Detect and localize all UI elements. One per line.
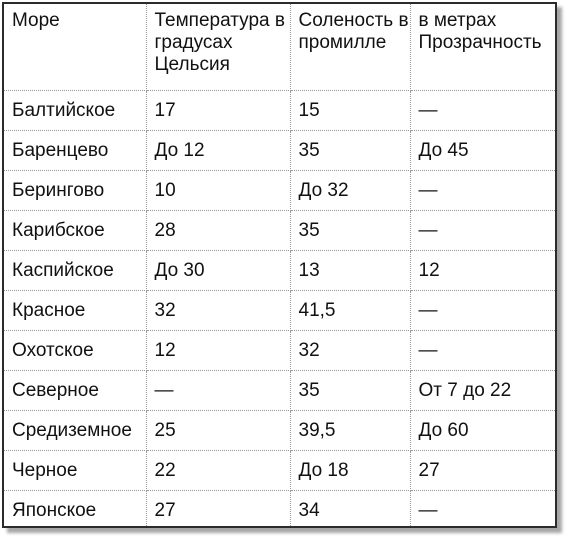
cell-temperature: — xyxy=(145,370,291,411)
header-salinity: Соленость в промилле xyxy=(289,4,411,91)
table-row: Берингово 10 До 32 — xyxy=(4,170,555,211)
table-row: Карибское 28 35 — xyxy=(4,210,555,251)
cell-temperature: 10 xyxy=(145,170,291,211)
cell-salinity: 34 xyxy=(289,490,411,526)
cell-sea: Черное xyxy=(4,450,147,491)
cell-transparency: — xyxy=(409,330,555,371)
cell-transparency: — xyxy=(409,210,555,251)
cell-temperature: 22 xyxy=(145,450,291,491)
cell-sea: Балтийское xyxy=(4,90,147,131)
cell-salinity: 35 xyxy=(289,370,411,411)
cell-transparency: — xyxy=(409,90,555,131)
cell-salinity: 32 xyxy=(289,330,411,371)
header-transparency: в метрах Прозрачность xyxy=(409,4,555,91)
cell-sea: Охотское xyxy=(4,330,147,371)
table-row: Средиземное 25 39,5 До 60 xyxy=(4,410,555,451)
cell-salinity: 35 xyxy=(289,210,411,251)
cell-sea: Японское xyxy=(4,490,147,526)
cell-temperature: 32 xyxy=(145,290,291,331)
cell-salinity: До 32 xyxy=(289,170,411,211)
table-row: Каспийское До 30 13 12 xyxy=(4,250,555,291)
cell-transparency: От 7 до 22 xyxy=(409,370,555,411)
cell-sea: Карибское xyxy=(4,210,147,251)
cell-sea: Средиземное xyxy=(4,410,147,451)
table-row: Северное — 35 От 7 до 22 xyxy=(4,370,555,411)
header-row: Море Температура в градусах Цельсия Соле… xyxy=(4,4,555,91)
header-sea: Море xyxy=(4,4,147,91)
cell-temperature: До 30 xyxy=(145,250,291,291)
table-row: Красное 32 41,5 — xyxy=(4,290,555,331)
table-row: Охотское 12 32 — xyxy=(4,330,555,371)
cell-transparency: — xyxy=(409,290,555,331)
cell-transparency: До 60 xyxy=(409,410,555,451)
cell-temperature: До 12 xyxy=(145,130,291,171)
cell-sea: Берингово xyxy=(4,170,147,211)
table-row: Баренцево До 12 35 До 45 xyxy=(4,130,555,171)
cell-transparency: До 45 xyxy=(409,130,555,171)
cell-transparency: — xyxy=(409,490,555,526)
seas-table: Море Температура в градусах Цельсия Соле… xyxy=(4,4,555,526)
header-temperature: Температура в градусах Цельсия xyxy=(145,4,291,91)
table-row: Японское 27 34 — xyxy=(4,490,555,526)
cell-transparency: — xyxy=(409,170,555,211)
cell-sea: Красное xyxy=(4,290,147,331)
cell-temperature: 25 xyxy=(145,410,291,451)
table-row: Черное 22 До 18 27 xyxy=(4,450,555,491)
cell-temperature: 17 xyxy=(145,90,291,131)
cell-sea: Северное xyxy=(4,370,147,411)
cell-temperature: 12 xyxy=(145,330,291,371)
cell-salinity: 13 xyxy=(289,250,411,291)
cell-transparency: 27 xyxy=(409,450,555,491)
cell-salinity: 35 xyxy=(289,130,411,171)
cell-sea: Каспийское xyxy=(4,250,147,291)
cell-salinity: До 18 xyxy=(289,450,411,491)
cell-salinity: 15 xyxy=(289,90,411,131)
cell-sea: Баренцево xyxy=(4,130,147,171)
seas-table-frame: Море Температура в градусах Цельсия Соле… xyxy=(2,2,557,528)
cell-temperature: 27 xyxy=(145,490,291,526)
cell-salinity: 41,5 xyxy=(289,290,411,331)
cell-temperature: 28 xyxy=(145,210,291,251)
cell-transparency: 12 xyxy=(409,250,555,291)
cell-salinity: 39,5 xyxy=(289,410,411,451)
table-row: Балтийское 17 15 — xyxy=(4,90,555,131)
